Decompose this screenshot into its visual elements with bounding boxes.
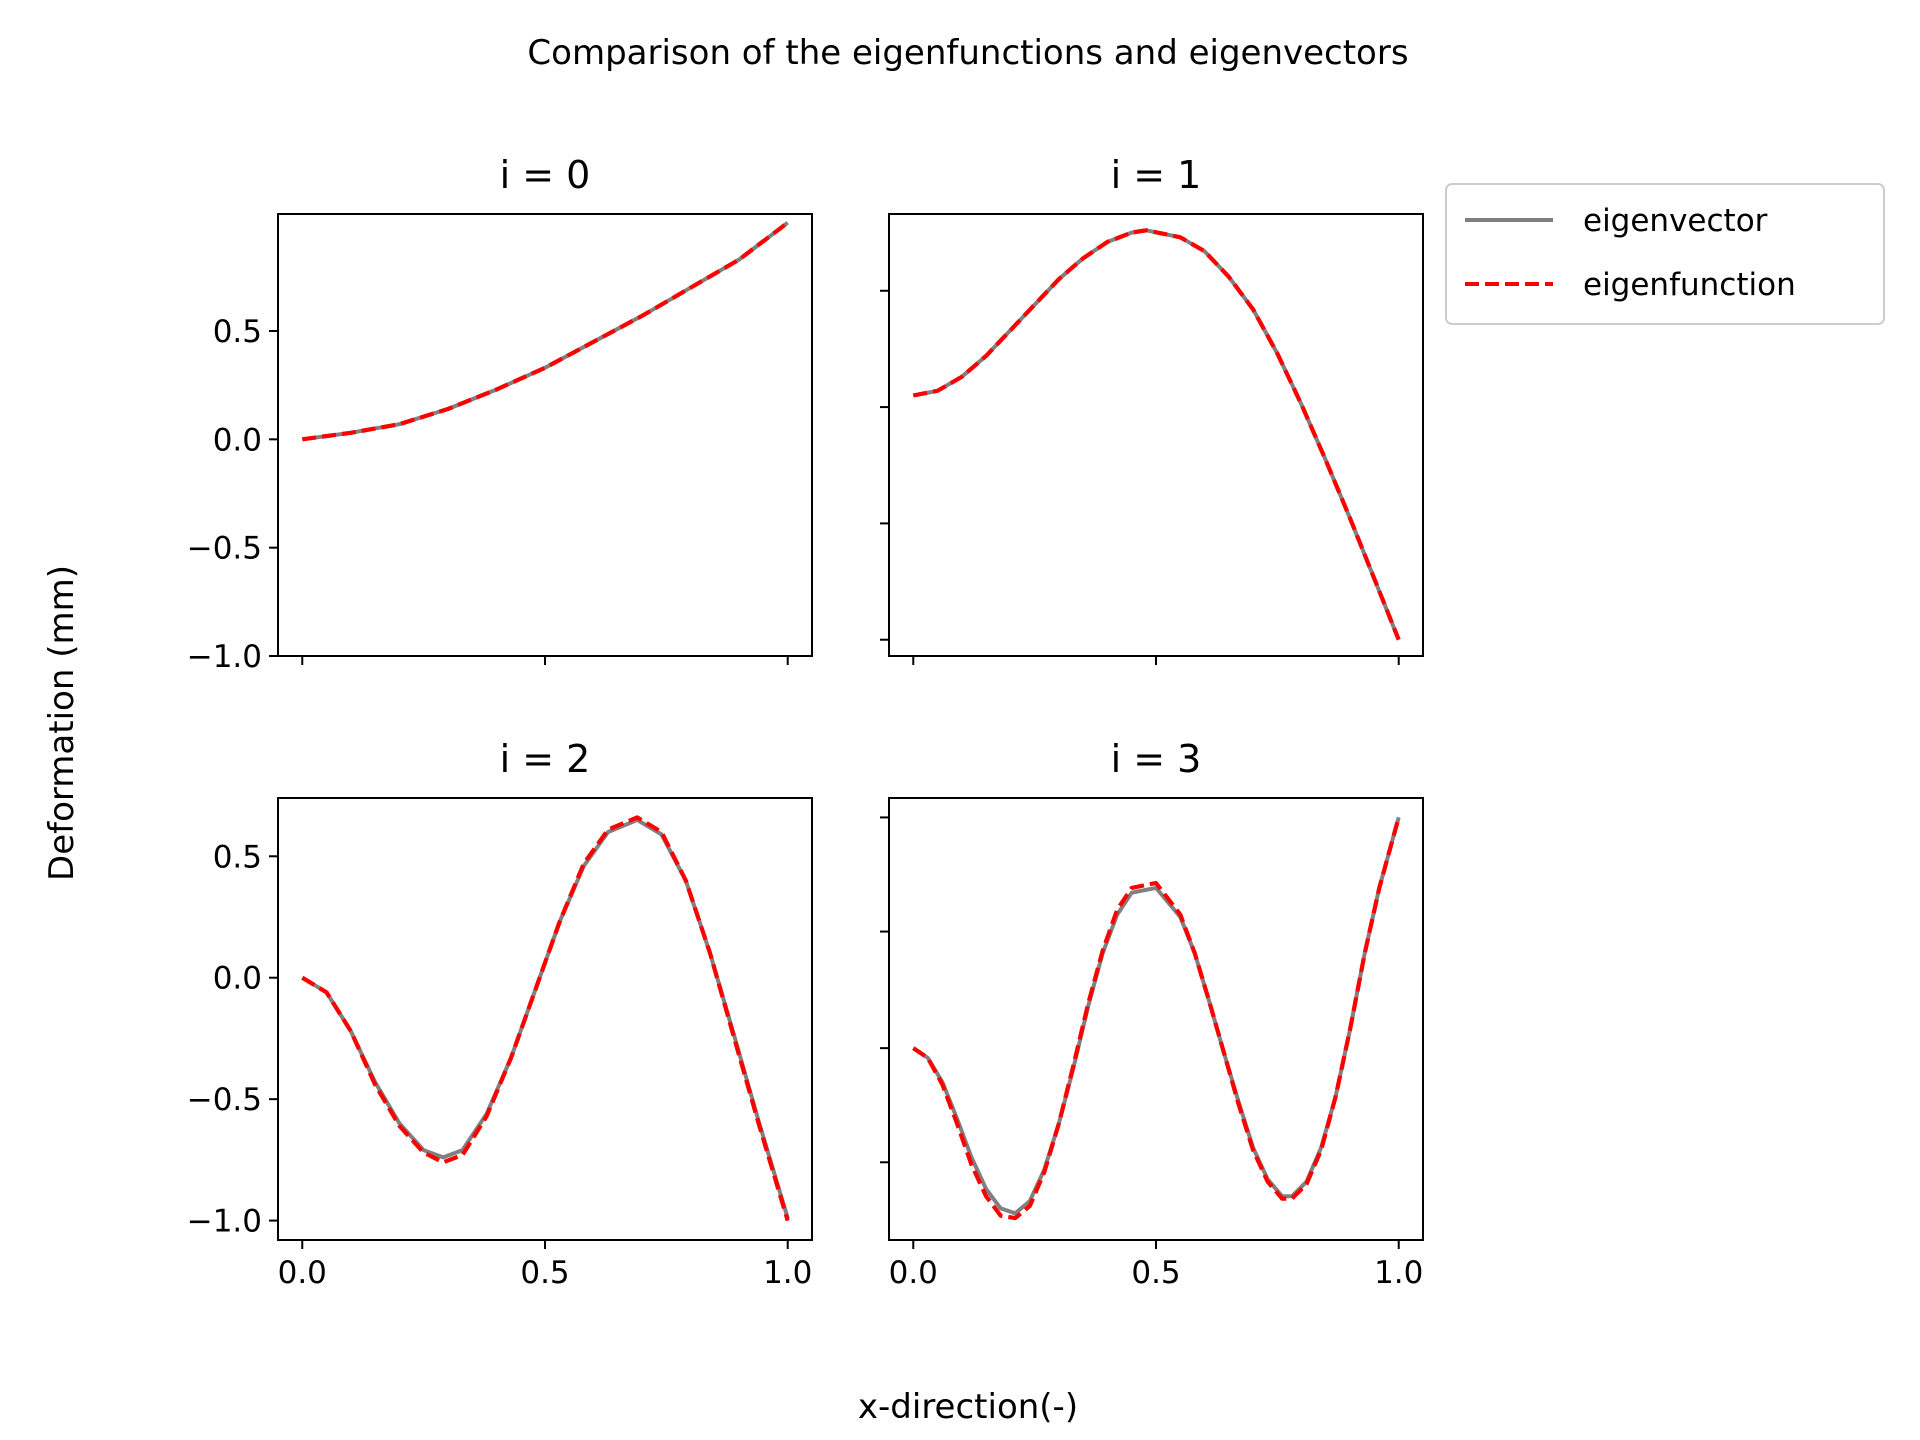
legend-eigenfunction-label: eigenfunction [1583,267,1796,303]
subplot-2-eigenfunction-line [301,815,790,1222]
subplot-2-xtick-label: 0.5 [520,1255,569,1291]
subplot-2: i = 2 0.0 0.5 1.0 0.5 0.0 −0.5 −1.0 [187,737,813,1291]
subplot-0: i = 0 0.5 0.0 −0.5 −1.0 [187,153,813,675]
subplot-grid: i = 0 0.5 0.0 −0.5 −1.0 i = 1 i = 2 0.0 0.5 1.0 0.… [187,153,1424,1291]
legend: eigenvector eigenfunction [1445,183,1885,325]
subplot-0-ytick-label: 0.0 [213,422,262,458]
subplot-3: i = 3 0.0 0.5 1.0 [880,737,1424,1291]
subplot-3-title: i = 3 [1111,737,1202,781]
x-axis-label: x-direction(-) [858,1387,1078,1427]
subplot-2-ytick-label: −1.0 [187,1204,262,1240]
subplot-3-xtick-label: 0.0 [889,1255,938,1291]
subplot-2-title: i = 2 [500,737,591,781]
subplot-3-eigenfunction-line [912,816,1401,1221]
subplot-0-ytick-label: −1.0 [187,639,262,675]
subplot-1: i = 1 [880,153,1424,665]
figure-title: Comparison of the eigenfunctions and eig… [527,33,1408,73]
subplot-2-ytick-label: 0.5 [213,839,262,875]
subplot-0-ytick-label: −0.5 [187,531,262,567]
subplot-0-title: i = 0 [500,153,591,197]
subplot-1-eigenfunction-line [912,228,1401,641]
subplot-2-ytick-label: −0.5 [187,1082,262,1118]
subplot-1-title: i = 1 [1111,153,1202,197]
y-axis-label: Deformation (mm) [42,565,82,881]
legend-eigenvector-label: eigenvector [1583,203,1768,239]
subplot-2-ytick-label: 0.0 [213,961,262,997]
subplot-0-eigenfunction-line [302,221,789,442]
subplot-2-xtick-label: 1.0 [763,1255,812,1291]
subplot-3-xtick-label: 1.0 [1374,1255,1423,1291]
subplot-0-ytick-label: 0.5 [213,314,262,350]
legend-frame [1445,183,1885,325]
subplot-3-xtick-label: 0.5 [1131,1255,1180,1291]
subplot-2-xtick-label: 0.0 [278,1255,327,1291]
